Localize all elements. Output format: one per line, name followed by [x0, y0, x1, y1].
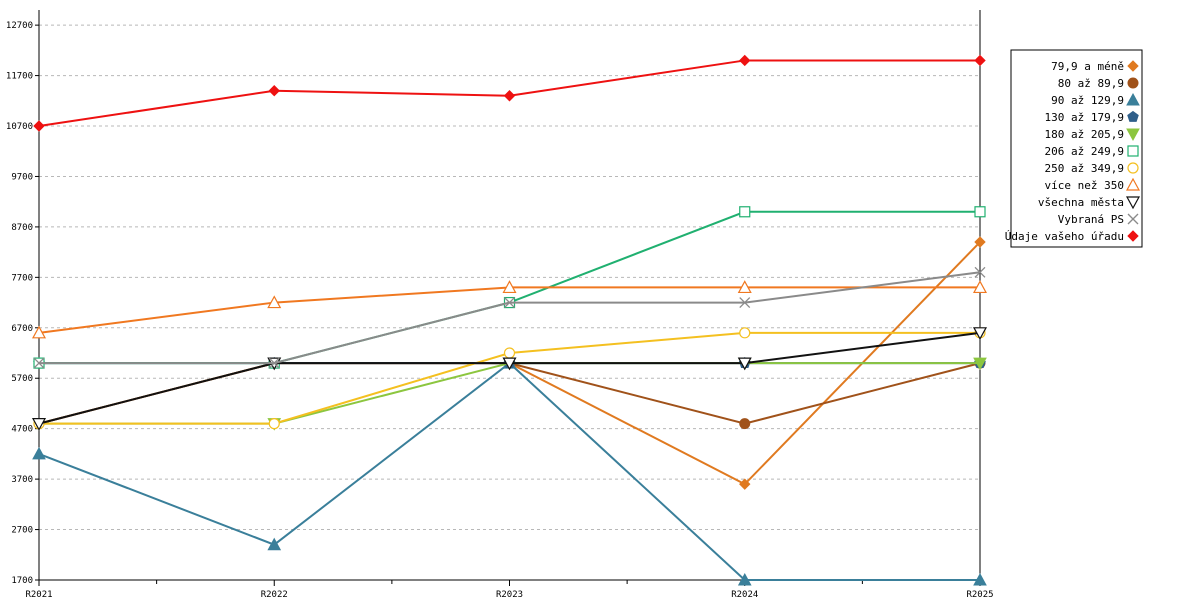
x-tick-label: R2021 — [25, 590, 52, 600]
marker-stroke — [1127, 213, 1139, 225]
data-point — [33, 357, 45, 369]
y-tick-label: 11700 — [6, 72, 33, 82]
series-7 — [31, 280, 988, 339]
data-point — [739, 327, 751, 339]
data-point — [267, 295, 282, 309]
data-point — [739, 54, 751, 67]
data-point — [737, 280, 752, 294]
series-9 — [33, 266, 986, 369]
y-tick-label: 1700 — [11, 576, 33, 586]
data-point — [503, 347, 516, 359]
y-tick-label: 5700 — [11, 374, 33, 384]
data-point — [739, 478, 751, 490]
x-tick-label: R2022 — [261, 590, 288, 600]
data-point — [972, 280, 988, 294]
data-point — [974, 266, 986, 278]
data-point — [737, 357, 752, 371]
data-point — [973, 357, 987, 371]
legend-label: 90 až 129,9 — [1051, 94, 1124, 107]
data-point — [502, 357, 517, 371]
legend-marker — [1127, 162, 1139, 174]
legend-label: 130 až 179,9 — [1045, 111, 1124, 124]
data-point — [267, 537, 282, 551]
series-line — [39, 362, 980, 425]
legend-label: 250 až 349,9 — [1045, 162, 1124, 175]
legend-marker — [1127, 60, 1139, 72]
marker-stroke — [739, 297, 751, 309]
data-point — [739, 206, 751, 218]
legend-label: 80 až 89,9 — [1058, 77, 1124, 90]
legend: 79,9 a méně 80 až 89,9 90 až 129,9 130 až 1… — [1005, 49, 1143, 248]
legend-box — [1010, 49, 1143, 248]
data-point — [972, 327, 988, 341]
marker-stroke — [268, 357, 280, 369]
data-point — [503, 90, 516, 102]
data-point — [739, 297, 751, 309]
y-tick-label: 12700 — [6, 21, 33, 31]
legend-marker — [1126, 92, 1140, 106]
y-tick-label: 9700 — [11, 172, 33, 182]
data-point — [737, 572, 752, 586]
series-line — [38, 361, 980, 581]
y-tick-label: 7700 — [11, 273, 33, 283]
y-tick-label: 4700 — [11, 425, 33, 435]
data-point — [31, 325, 47, 339]
marker-stroke — [504, 297, 515, 309]
legend-marker — [1127, 145, 1139, 157]
data-point — [268, 85, 280, 97]
series-8 — [31, 327, 988, 431]
y-tick-label: 8700 — [11, 223, 33, 233]
y-tick-label: 6700 — [11, 324, 33, 334]
x-tick-label: R2025 — [966, 590, 993, 600]
series-line — [38, 286, 980, 334]
x-tick-label: R2023 — [496, 590, 523, 600]
x-tick-label: R2024 — [731, 590, 758, 600]
data-point — [268, 357, 280, 369]
marker-stroke — [33, 357, 45, 369]
legend-label: více než 350 — [1045, 179, 1124, 192]
legend-marker — [1125, 196, 1141, 210]
legend-label: 180 až 205,9 — [1045, 128, 1124, 141]
legend-label: 79,9 a méně — [1051, 60, 1124, 73]
data-point — [32, 446, 46, 460]
legend-marker — [1127, 213, 1139, 225]
legend-marker — [1126, 128, 1140, 142]
series-2 — [32, 356, 987, 586]
legend-marker — [1127, 77, 1139, 89]
data-point — [739, 418, 751, 430]
legend-label: Údaje vašeho úřadu — [1005, 230, 1124, 243]
data-point — [974, 206, 986, 218]
legend-marker — [1127, 230, 1139, 242]
data-point — [504, 297, 515, 309]
data-point — [268, 418, 280, 430]
legend-marker — [1127, 110, 1139, 122]
y-tick-label: 2700 — [11, 526, 33, 536]
legend-marker — [1125, 177, 1141, 191]
y-tick-label: 10700 — [6, 122, 33, 132]
legend-label: všechna města — [1038, 196, 1124, 209]
data-point — [974, 54, 986, 67]
marker-stroke — [974, 266, 986, 278]
y-tick-label: 3700 — [11, 475, 33, 485]
series-10 — [33, 54, 986, 132]
data-point — [31, 418, 47, 431]
data-point — [974, 236, 986, 248]
legend-label: Vybraná PS — [1058, 213, 1124, 226]
data-point — [502, 280, 517, 294]
series-line — [38, 362, 981, 425]
data-point — [973, 572, 987, 586]
data-point — [33, 120, 45, 132]
legend-label: 206 až 249,9 — [1045, 145, 1124, 158]
